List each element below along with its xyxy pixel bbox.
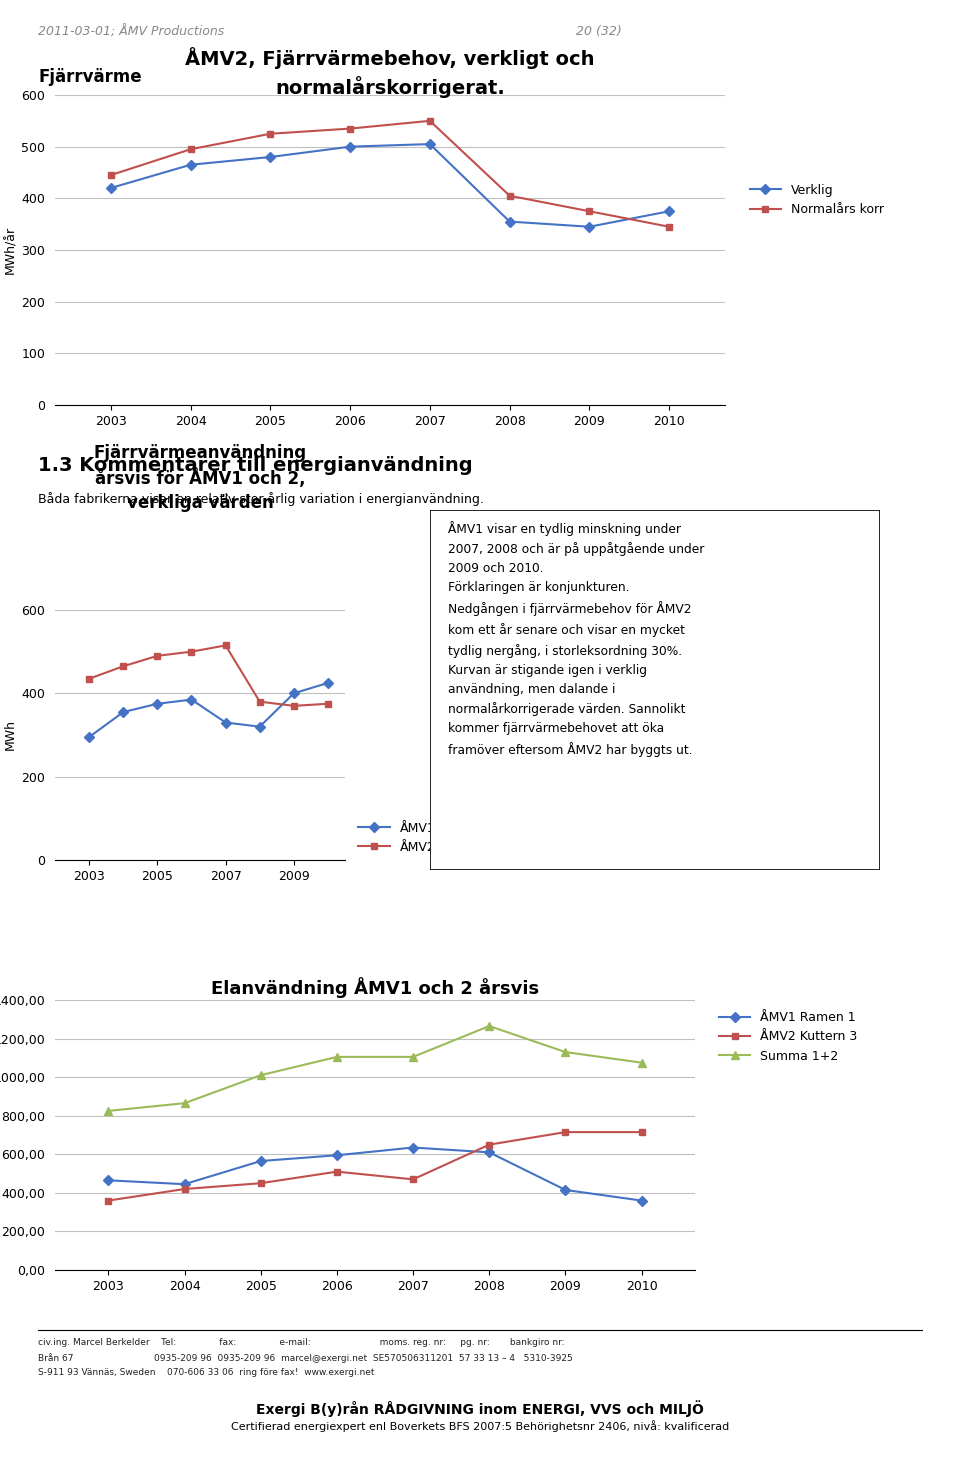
Summa 1+2	[255, 1066, 267, 1084]
Legend: Verklig, Normalårs korr: Verklig, Normalårs korr	[745, 179, 889, 221]
Line: ÅMV1 Ramen 1: ÅMV1 Ramen 1	[105, 1144, 645, 1205]
Legend: ÅMV1 Ramen 1, ÅMV2 Kuttern 3, Summa 1+2: ÅMV1 Ramen 1, ÅMV2 Kuttern 3, Summa 1+2	[714, 1006, 862, 1068]
Line: ÅMV2 Kuttern 3: ÅMV2 Kuttern 3	[105, 1128, 645, 1205]
ÅMV1	[84, 728, 95, 746]
ÅMV1	[288, 684, 300, 702]
Normalårs korr	[345, 119, 356, 137]
ÅMV1	[323, 674, 334, 691]
ÅMV2	[288, 697, 300, 715]
Text: ÅMV1 visar en tydlig minskning under
2007, 2008 och är på uppåtgående under
2009: ÅMV1 visar en tydlig minskning under 200…	[448, 521, 705, 758]
Text: S-911 93 Vännäs, Sweden    070-606 33 06  ring före fax!  www.exergi.net: S-911 93 Vännäs, Sweden 070-606 33 06 ri…	[38, 1368, 375, 1377]
ÅMV1 Ramen 1	[484, 1143, 495, 1161]
Text: 1.3 Kommentarer till energianvändning: 1.3 Kommentarer till energianvändning	[38, 456, 473, 475]
ÅMV2 Kuttern 3	[103, 1192, 114, 1209]
ÅMV2 Kuttern 3	[560, 1124, 571, 1141]
Verklig	[105, 179, 116, 197]
Summa 1+2	[636, 1053, 647, 1071]
Summa 1+2	[407, 1047, 419, 1065]
Summa 1+2	[103, 1102, 114, 1119]
ÅMV1 Ramen 1	[331, 1146, 343, 1164]
ÅMV1	[117, 703, 129, 721]
ÅMV2	[152, 647, 163, 665]
Text: 2011-03-01; ÅMV Productions: 2011-03-01; ÅMV Productions	[38, 25, 225, 38]
Text: Elanvändning ÅMV1 och 2 årsvis: Elanvändning ÅMV1 och 2 årsvis	[211, 977, 540, 997]
Verklig	[345, 138, 356, 156]
Normalårs korr	[185, 140, 197, 157]
ÅMV2 Kuttern 3	[407, 1171, 419, 1189]
ÅMV2	[254, 693, 266, 710]
ÅMV2 Kuttern 3	[484, 1136, 495, 1153]
Text: Fjärrvärme: Fjärrvärme	[38, 68, 142, 85]
ÅMV2	[220, 637, 231, 655]
Normalårs korr	[663, 218, 675, 235]
ÅMV1 Ramen 1	[103, 1171, 114, 1189]
Verklig	[424, 135, 436, 153]
Text: Båda fabrikerna visar en relativ stor årlig variation i energianvändning.: Båda fabrikerna visar en relativ stor år…	[38, 491, 484, 506]
ÅMV1 Ramen 1	[636, 1192, 647, 1209]
Normalårs korr	[424, 112, 436, 129]
Normalårs korr	[504, 187, 516, 204]
Line: Normalårs korr: Normalårs korr	[108, 118, 673, 231]
Y-axis label: MWh: MWh	[4, 719, 17, 750]
ÅMV2 Kuttern 3	[255, 1174, 267, 1192]
Summa 1+2	[179, 1094, 190, 1112]
Y-axis label: MWh/år: MWh/år	[4, 227, 17, 274]
ÅMV1 Ramen 1	[407, 1139, 419, 1156]
ÅMV2	[117, 658, 129, 675]
Normalårs korr	[105, 166, 116, 184]
Verklig	[185, 156, 197, 174]
Text: civ.ing. Marcel Berkelder    Tel:               fax:               e-mail:      : civ.ing. Marcel Berkelder Tel: fax: e-ma…	[38, 1339, 565, 1347]
Summa 1+2	[331, 1047, 343, 1065]
Line: ÅMV2: ÅMV2	[85, 641, 331, 709]
ÅMV1	[254, 718, 266, 736]
ÅMV2	[323, 694, 334, 712]
Summa 1+2	[484, 1018, 495, 1036]
ÅMV2 Kuttern 3	[331, 1162, 343, 1180]
ÅMV1	[152, 694, 163, 712]
Verklig	[584, 218, 595, 235]
ÅMV1	[220, 713, 231, 731]
Text: Exergi B(y)rån RÅDGIVNING inom ENERGI, VVS och MILJÖ: Exergi B(y)rån RÅDGIVNING inom ENERGI, V…	[256, 1400, 704, 1417]
Verklig	[504, 213, 516, 231]
Line: ÅMV1: ÅMV1	[85, 680, 331, 740]
FancyBboxPatch shape	[430, 510, 880, 869]
ÅMV2	[84, 669, 95, 687]
ÅMV2 Kuttern 3	[179, 1180, 190, 1197]
Text: ÅMV2, Fjärrvärmebehov, verkligt och
normalårskorrigerat.: ÅMV2, Fjärrvärmebehov, verkligt och norm…	[185, 47, 595, 99]
Verklig	[265, 149, 276, 166]
Summa 1+2	[560, 1043, 571, 1061]
ÅMV1 Ramen 1	[255, 1152, 267, 1169]
Text: 20 (32): 20 (32)	[576, 25, 622, 38]
Line: Summa 1+2: Summa 1+2	[105, 1022, 646, 1115]
Text: Fjärrvärmeanvändning
årsvis för ÅMV1 och 2,
verkliga värden: Fjärrvärmeanvändning årsvis för ÅMV1 och…	[93, 444, 306, 512]
ÅMV1 Ramen 1	[560, 1181, 571, 1199]
ÅMV2	[185, 643, 197, 660]
Normalårs korr	[265, 125, 276, 143]
Verklig	[663, 203, 675, 221]
Text: Certifierad energiexpert enl Boverkets BFS 2007:5 Behörighetsnr 2406, nivå: kval: Certifierad energiexpert enl Boverkets B…	[230, 1420, 730, 1431]
ÅMV1	[185, 691, 197, 709]
Legend: ÅMV1, ÅMV2: ÅMV1, ÅMV2	[353, 816, 441, 859]
ÅMV2 Kuttern 3	[636, 1124, 647, 1141]
ÅMV1 Ramen 1	[179, 1175, 190, 1193]
Normalårs korr	[584, 203, 595, 221]
Line: Verklig: Verklig	[108, 141, 673, 231]
Text: Brån 67                            0935-209 96  0935-209 96  marcel@exergi.net  : Brån 67 0935-209 96 0935-209 96 marcel@e…	[38, 1353, 573, 1362]
